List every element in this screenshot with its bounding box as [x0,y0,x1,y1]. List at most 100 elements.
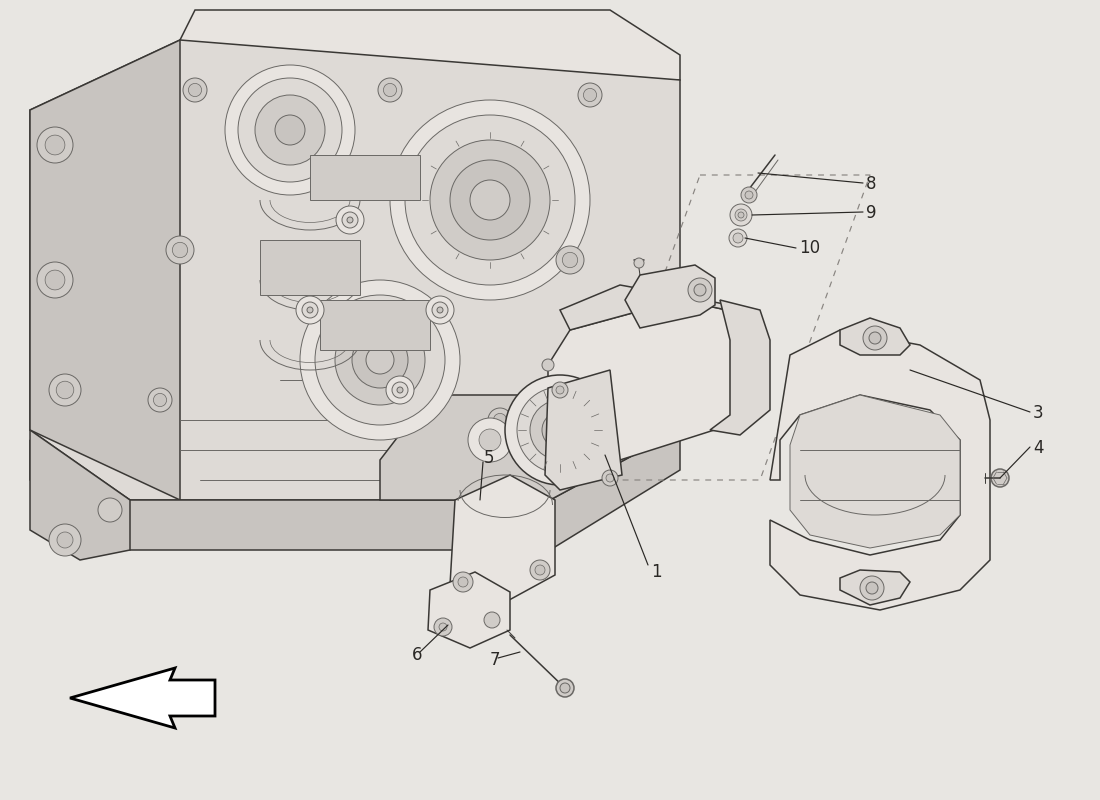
Circle shape [556,246,584,274]
Circle shape [302,302,318,318]
Circle shape [173,242,188,258]
Circle shape [50,374,81,406]
Circle shape [397,387,403,393]
Polygon shape [260,240,360,295]
Polygon shape [840,570,910,605]
Polygon shape [710,300,770,435]
Circle shape [183,78,207,102]
Circle shape [426,296,454,324]
Polygon shape [450,475,556,605]
Circle shape [517,387,603,473]
Circle shape [275,115,305,145]
Circle shape [556,679,574,697]
Circle shape [57,532,73,548]
Circle shape [556,386,564,394]
Polygon shape [790,395,960,548]
Circle shape [56,381,74,399]
Circle shape [991,469,1009,487]
Circle shape [733,233,742,243]
Circle shape [392,382,408,398]
Circle shape [390,100,590,300]
Text: 7: 7 [490,651,500,669]
Circle shape [458,577,468,587]
Circle shape [738,212,744,218]
Circle shape [535,565,544,575]
Circle shape [296,296,324,324]
Circle shape [307,307,314,313]
Circle shape [226,65,355,195]
Text: 5: 5 [484,449,495,467]
Circle shape [866,582,878,594]
Circle shape [98,498,122,522]
Circle shape [434,618,452,636]
Circle shape [688,278,712,302]
Circle shape [552,382,568,398]
Circle shape [386,376,414,404]
Polygon shape [320,300,430,350]
Circle shape [336,206,364,234]
Circle shape [166,236,194,264]
Text: 8: 8 [866,175,877,193]
Text: 10: 10 [799,239,821,257]
Circle shape [578,328,602,352]
Polygon shape [428,572,510,648]
Circle shape [50,524,81,556]
Circle shape [439,623,447,631]
Circle shape [437,307,443,313]
Text: 4: 4 [1033,439,1044,457]
Circle shape [453,572,473,592]
Circle shape [860,576,884,600]
Text: 1: 1 [651,563,661,581]
Polygon shape [30,40,180,500]
Circle shape [542,412,578,448]
Circle shape [405,115,575,285]
Circle shape [606,474,614,482]
Circle shape [694,284,706,296]
Circle shape [478,429,500,451]
Circle shape [37,262,73,298]
Polygon shape [840,318,910,355]
Circle shape [342,212,358,228]
Circle shape [542,359,554,371]
Circle shape [384,83,397,97]
Circle shape [560,683,570,693]
Circle shape [430,140,550,260]
Circle shape [585,405,615,435]
Polygon shape [30,430,130,560]
Circle shape [346,217,353,223]
Circle shape [432,302,448,318]
Circle shape [484,612,500,628]
Circle shape [530,400,590,460]
Circle shape [522,442,558,478]
Circle shape [45,270,65,290]
Polygon shape [379,395,680,500]
Polygon shape [544,370,622,490]
Circle shape [578,83,602,107]
Circle shape [531,451,549,469]
Circle shape [300,280,460,440]
Circle shape [729,229,747,247]
Polygon shape [560,285,750,330]
Polygon shape [180,10,680,80]
Circle shape [505,375,615,485]
Circle shape [864,326,887,350]
Circle shape [470,180,510,220]
Polygon shape [625,265,715,328]
Circle shape [378,78,402,102]
Circle shape [602,470,618,486]
Text: 3: 3 [1033,404,1044,422]
Circle shape [366,346,394,374]
Circle shape [488,408,512,432]
Circle shape [552,422,568,438]
Circle shape [352,332,408,388]
Polygon shape [310,155,420,200]
Circle shape [730,204,752,226]
Circle shape [583,334,596,346]
Circle shape [315,295,446,425]
Circle shape [336,315,425,405]
Circle shape [583,88,596,102]
Circle shape [238,78,342,182]
Circle shape [745,191,754,199]
Circle shape [634,258,643,268]
Circle shape [45,135,65,155]
